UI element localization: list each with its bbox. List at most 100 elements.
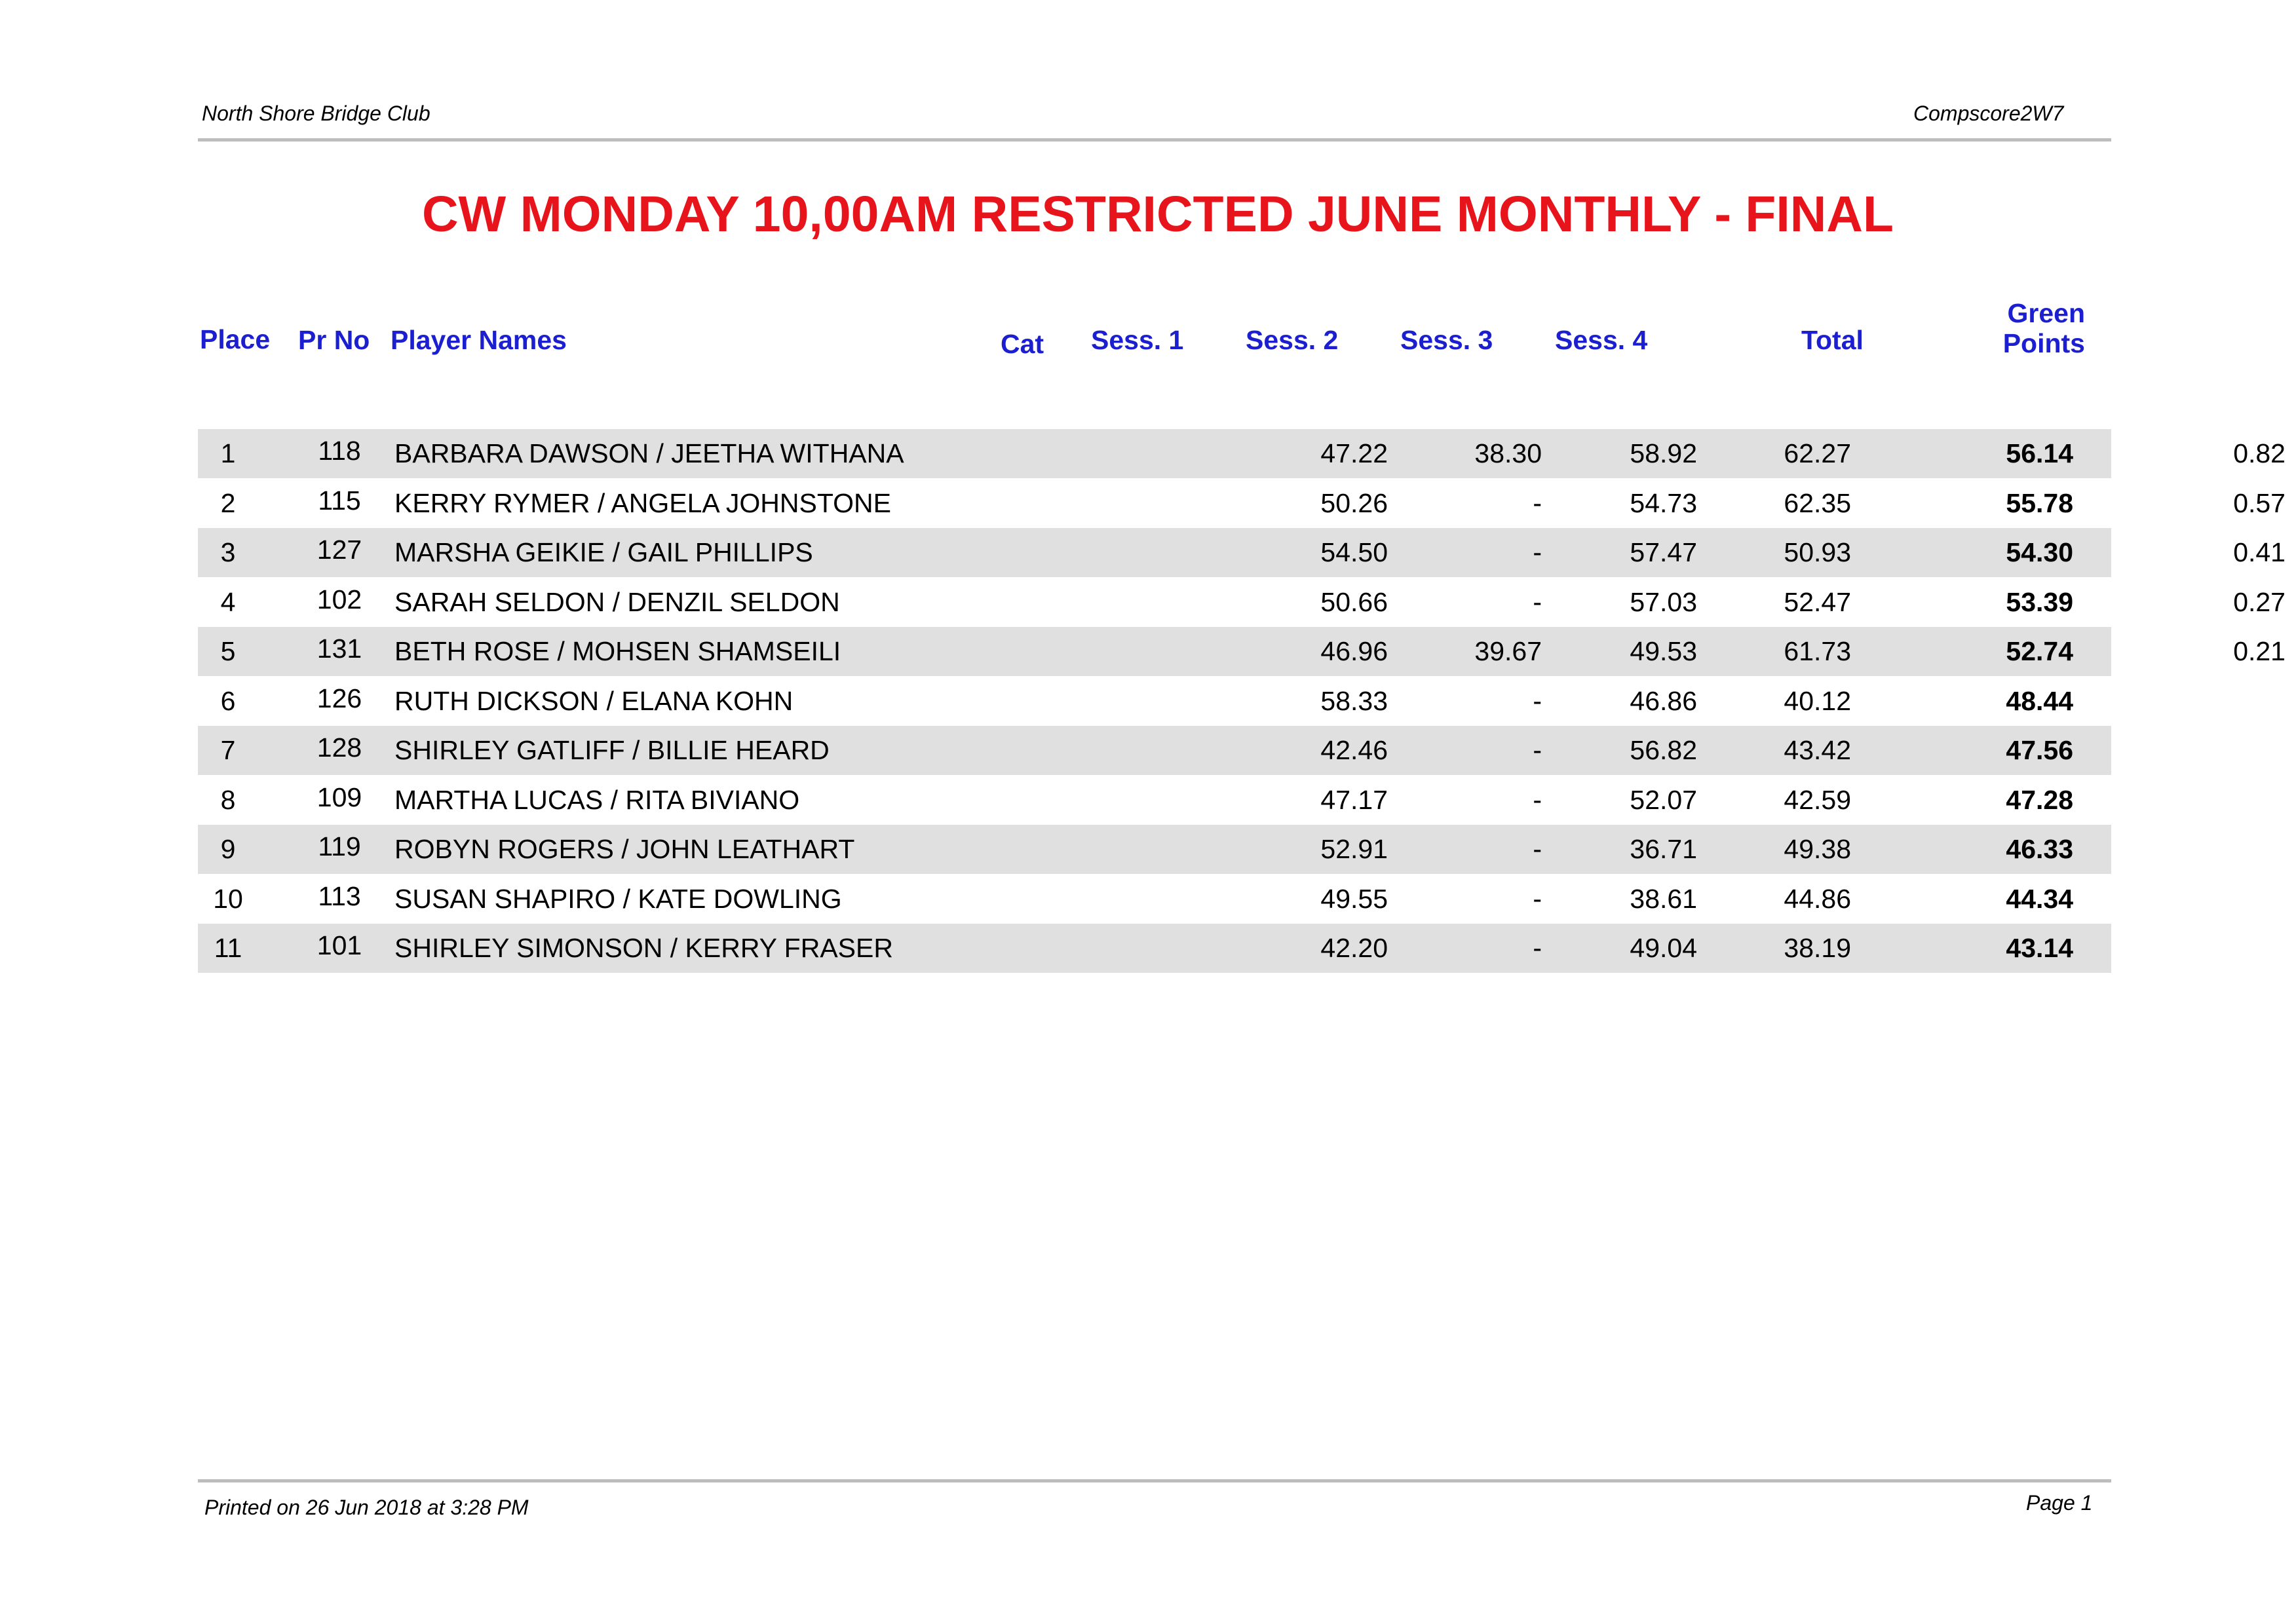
player-names-cell: SUSAN SHAPIRO / KATE DOWLING	[394, 884, 842, 914]
session-3-cell: 36.71	[1630, 834, 1697, 864]
total-cell: 43.14	[2006, 933, 2073, 963]
total-cell: 48.44	[2006, 686, 2073, 716]
table-row: 4 102 SARAH SELDON / DENZIL SELDON 50.66 - 57…	[198, 578, 2286, 627]
session-3-cell: 56.82	[1630, 735, 1697, 765]
player-names-cell: ROBYN ROGERS / JOHN LEATHART	[394, 834, 855, 864]
session-4-cell: 40.12	[1784, 686, 1851, 716]
col-total: Total	[1801, 325, 1864, 355]
pair-number-cell: 101	[316, 930, 362, 960]
session-4-cell: 61.73	[1784, 636, 1851, 666]
green-points-cell: 0.27	[2233, 587, 2286, 617]
table-row: 10 113 SUSAN SHAPIRO / KATE DOWLING 49.55 - 3…	[198, 875, 2111, 924]
table-row: 9 119 ROBYN ROGERS / JOHN LEATHART 52.91 - 36…	[198, 825, 2111, 874]
table-row: 3 127 MARSHA GEIKIE / GAIL PHILLIPS 54.50 - 5…	[198, 528, 2286, 577]
col-place: Place	[200, 324, 271, 354]
club-name: North Shore Bridge Club	[202, 102, 430, 125]
session-2-cell: -	[1533, 785, 1542, 815]
session-1-cell: 52.91	[1320, 834, 1388, 864]
session-2-cell: 39.67	[1474, 636, 1542, 666]
player-names-cell: MARTHA LUCAS / RITA BIVIANO	[394, 785, 800, 815]
player-names-cell: BARBARA DAWSON / JEETHA WITHANA	[394, 438, 904, 468]
pair-number-cell: 118	[318, 436, 361, 466]
pair-number-cell: 115	[318, 485, 361, 516]
table-row: 8 109 MARTHA LUCAS / RITA BIVIANO 47.17 - 52.…	[198, 776, 2111, 825]
session-3-cell: 52.07	[1630, 785, 1697, 815]
col-sess1: Sess. 1	[1091, 325, 1184, 355]
green-points-cell: 0.82	[2233, 438, 2286, 468]
table-row: 11 101 SHIRLEY SIMONSON / KERRY FRASER 42.2…	[198, 924, 2111, 973]
player-names-cell: SHIRLEY SIMONSON / KERRY FRASER	[394, 933, 893, 963]
table-row: 2 115 KERRY RYMER / ANGELA JOHNSTONE 50.26 -…	[198, 479, 2286, 528]
pair-number-cell: 102	[316, 584, 362, 614]
place-cell: 4	[220, 587, 236, 617]
session-2-cell: -	[1533, 884, 1542, 914]
col-green-line2: Points	[2002, 328, 2085, 358]
session-3-cell: 38.61	[1630, 884, 1697, 914]
place-cell: 11	[214, 933, 242, 963]
place-cell: 3	[220, 537, 236, 567]
session-2-cell: -	[1533, 587, 1542, 617]
place-cell: 1	[220, 438, 236, 468]
session-1-cell: 47.17	[1320, 785, 1388, 815]
pair-number-cell: 119	[318, 831, 361, 861]
col-green-points: Green Points	[1992, 298, 2085, 358]
player-names-cell: SARAH SELDON / DENZIL SELDON	[394, 587, 840, 617]
page-title: CW MONDAY 10,00AM RESTRICTED JUNE MONTHL…	[421, 186, 1894, 242]
place-cell: 10	[213, 884, 243, 914]
table-row: 6 126 RUTH DICKSON / ELANA KOHN 58.33 - 46.86…	[198, 677, 2111, 726]
total-cell: 44.34	[2006, 884, 2073, 914]
session-2-cell: -	[1533, 488, 1542, 518]
player-names-cell: SHIRLEY GATLIFF / BILLIE HEARD	[394, 735, 830, 765]
session-4-cell: 44.86	[1784, 884, 1851, 914]
session-2-cell: -	[1533, 735, 1542, 765]
session-3-cell: 49.04	[1630, 933, 1697, 963]
pair-number-cell: 126	[316, 683, 362, 713]
place-cell: 8	[220, 785, 236, 815]
pair-number-cell: 127	[316, 535, 362, 565]
session-2-cell: -	[1533, 933, 1542, 963]
total-cell: 55.78	[2006, 488, 2073, 518]
printed-timestamp: Printed on 26 Jun 2018 at 3:28 PM	[204, 1496, 529, 1519]
pair-number-cell: 113	[318, 881, 361, 911]
place-cell: 2	[220, 488, 236, 518]
total-cell: 54.30	[2006, 537, 2073, 567]
total-cell: 46.33	[2006, 834, 2073, 864]
session-4-cell: 62.35	[1784, 488, 1851, 518]
session-4-cell: 49.38	[1784, 834, 1851, 864]
col-green-line1: Green	[2007, 298, 2086, 328]
total-cell: 47.28	[2006, 785, 2073, 815]
total-cell: 56.14	[2006, 438, 2073, 468]
page-number: Page 1	[2026, 1491, 2093, 1515]
total-cell: 53.39	[2006, 587, 2073, 617]
player-names-cell: RUTH DICKSON / ELANA KOHN	[394, 686, 794, 716]
footer-divider	[198, 1479, 2111, 1482]
green-points-cell: 0.41	[2233, 537, 2286, 567]
col-prno: Pr No	[298, 325, 370, 355]
session-3-cell: 54.73	[1630, 488, 1697, 518]
col-cat: Cat	[1001, 329, 1044, 359]
session-3-cell: 57.03	[1630, 587, 1697, 617]
player-names-cell: BETH ROSE / MOHSEN SHAMSEILI	[394, 636, 841, 666]
session-3-cell: 57.47	[1630, 537, 1697, 567]
session-1-cell: 42.46	[1320, 735, 1388, 765]
total-cell: 52.74	[2006, 636, 2073, 666]
place-cell: 5	[220, 636, 236, 666]
session-3-cell: 49.53	[1630, 636, 1697, 666]
total-cell: 47.56	[2006, 735, 2073, 765]
green-points-cell: 0.57	[2233, 488, 2286, 518]
place-cell: 6	[220, 686, 236, 716]
place-cell: 9	[220, 834, 236, 864]
program-name: Compscore2W7	[1913, 102, 2064, 125]
place-cell: 7	[220, 735, 236, 765]
session-4-cell: 62.27	[1784, 438, 1851, 468]
session-1-cell: 49.55	[1320, 884, 1388, 914]
green-points-cell: 0.21	[2233, 636, 2286, 666]
session-1-cell: 47.22	[1320, 438, 1388, 468]
session-4-cell: 50.93	[1784, 537, 1851, 567]
session-4-cell: 43.42	[1784, 735, 1851, 765]
col-sess4: Sess. 4	[1555, 325, 1648, 355]
session-1-cell: 50.66	[1320, 587, 1388, 617]
session-3-cell: 58.92	[1630, 438, 1697, 468]
header-divider	[198, 138, 2111, 142]
session-2-cell: -	[1533, 834, 1542, 864]
